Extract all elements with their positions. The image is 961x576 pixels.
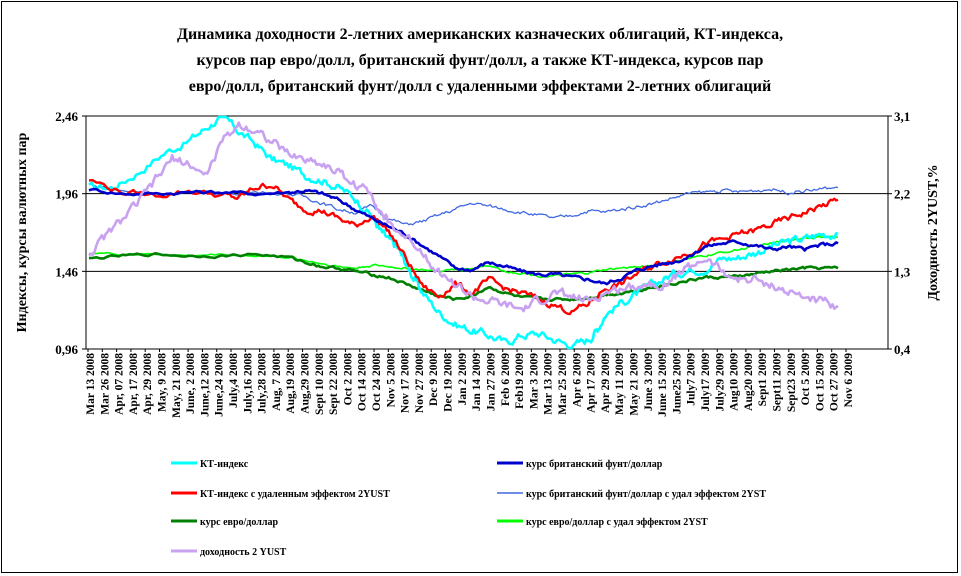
- series-line-4: [88, 183, 839, 226]
- x-tick-label: Apr, 29 2008: [142, 353, 154, 415]
- legend-label-3: КТ-индекс с удаленным эффектом 2YUST: [200, 489, 390, 500]
- x-tick-label: Apr, 17 2008: [128, 353, 140, 415]
- x-tick-label: Feb 6 2009: [500, 353, 512, 406]
- x-tick-label: Mar 3 2009: [528, 353, 540, 409]
- x-tick-label: Mar 26 2008: [99, 353, 111, 415]
- x-tick-label: Aug20 2009: [743, 353, 755, 411]
- x-tick-label: May, 9 2008: [157, 353, 169, 412]
- x-tick-label: Apr 29 2009: [600, 353, 612, 413]
- x-tick-label: Apr, 07 2008: [114, 353, 126, 415]
- right-tick-label: 1,3: [894, 264, 911, 279]
- right-tick-label: 2,2: [894, 187, 910, 202]
- x-tick-label: Oct 24 2008: [371, 353, 383, 411]
- x-tick-label: Nov 27 2008: [414, 353, 426, 413]
- x-tick-label: June,12 2008: [199, 353, 211, 417]
- y-axis-title-right: Доходность 2YUST,%: [926, 164, 941, 300]
- x-tick-label: Mar 13 2008: [85, 353, 97, 415]
- legend-label-7: доходность 2 YUST: [200, 547, 287, 558]
- x-tick-label: Jan 14 2009: [471, 353, 483, 411]
- x-tick-label: Aug,19 2008: [285, 353, 297, 414]
- legend-label-5: курс евро/доллар: [200, 517, 278, 528]
- series-line-7: [88, 121, 839, 313]
- x-tick-label: Oct 5 2009: [800, 353, 812, 406]
- x-tick-label: Oct 2 2008: [342, 353, 354, 406]
- chart-title-line-1: Динамика доходности 2-летних американски…: [177, 26, 783, 43]
- chart-title-line-3: евро/долл, британский фунт/долл с удален…: [189, 78, 771, 95]
- x-tick-label: Jan 27 2009: [485, 353, 497, 411]
- y-axis-title-left: Индексы, курсы валютных пар: [15, 132, 30, 332]
- x-tick-label: May, 21 2008: [171, 353, 183, 418]
- x-tick-label: July,16 2008: [242, 353, 254, 414]
- x-tick-label: Nov 6 2009: [843, 353, 855, 408]
- x-tick-label: May 21 2009: [628, 353, 640, 416]
- x-tick-label: June 15 2009: [657, 353, 669, 417]
- x-tick-label: June, 2 2008: [185, 353, 197, 414]
- x-tick-label: June,24 2008: [214, 353, 226, 417]
- x-tick-label: June 3 2009: [643, 353, 655, 411]
- chart-title-line-2: курсов пар евро/долл, британский фунт/до…: [197, 52, 764, 69]
- x-tick-label: July17 2009: [700, 353, 712, 412]
- right-tick-label: 3,1: [894, 109, 910, 124]
- x-tick-label: Aug,29 2008: [300, 353, 312, 414]
- x-tick-label: Dec 19 2008: [443, 353, 455, 412]
- x-tick-label: July7 2009: [686, 353, 698, 406]
- left-tick-label: 1,96: [55, 187, 78, 202]
- left-tick-label: 1,46: [55, 264, 78, 279]
- x-tick-label: May 11 2009: [614, 353, 626, 415]
- x-tick-label: Jan 2 2009: [457, 353, 469, 406]
- x-tick-label: Sept1 2009: [757, 353, 769, 407]
- left-tick-label: 0,96: [55, 342, 78, 357]
- x-tick-label: Sept 22 2008: [328, 353, 340, 415]
- x-tick-label: Sept11 2009: [771, 353, 783, 412]
- x-tick-label: Feb19 2009: [514, 353, 526, 409]
- series-line-2: [88, 187, 839, 286]
- x-tick-label: Oct 14 2008: [357, 353, 369, 411]
- x-tick-label: Aug, 7 2008: [271, 353, 283, 411]
- x-tick-label: Sept 10 2008: [314, 353, 326, 415]
- right-tick-label: 0,4: [894, 342, 911, 357]
- x-tick-label: July29 2009: [714, 353, 726, 412]
- plot-area: [85, 115, 889, 350]
- legend-label-1: КТ-индекс: [200, 459, 249, 470]
- x-tick-label: Apr 6 2009: [571, 353, 583, 407]
- x-tick-label: Mar 25 2009: [557, 353, 569, 415]
- x-tick-label: Dec 9 2008: [428, 353, 440, 406]
- x-tick-label: Apr 17 2009: [586, 353, 598, 413]
- x-tick-label: July,4 2008: [228, 353, 240, 408]
- x-tick-label: Nov 17 2008: [400, 353, 412, 413]
- series-line-1: [88, 115, 839, 350]
- x-tick-label: Sept23 2009: [786, 353, 798, 412]
- x-tick-label: Oct 27 2009: [829, 353, 841, 411]
- x-tick-label: July,28 2008: [257, 353, 269, 414]
- legend-label-6: курс евро/доллар с удал эффектом 2YST: [526, 517, 708, 528]
- legend-label-4: курс британский фунт/доллар с удал эффек…: [526, 489, 766, 500]
- legend-label-2: курс британский фунт/доллар: [526, 459, 663, 470]
- x-tick-label: Nov 5 2008: [385, 353, 397, 408]
- left-tick-label: 2,46: [55, 109, 78, 124]
- x-tick-label: June25 2009: [671, 353, 683, 414]
- x-tick-label: Mar 13 2009: [543, 353, 555, 415]
- series-line-3: [88, 179, 839, 316]
- x-tick-label: Aug10 2009: [729, 353, 741, 411]
- x-tick-label: Oct 15 2009: [814, 353, 826, 411]
